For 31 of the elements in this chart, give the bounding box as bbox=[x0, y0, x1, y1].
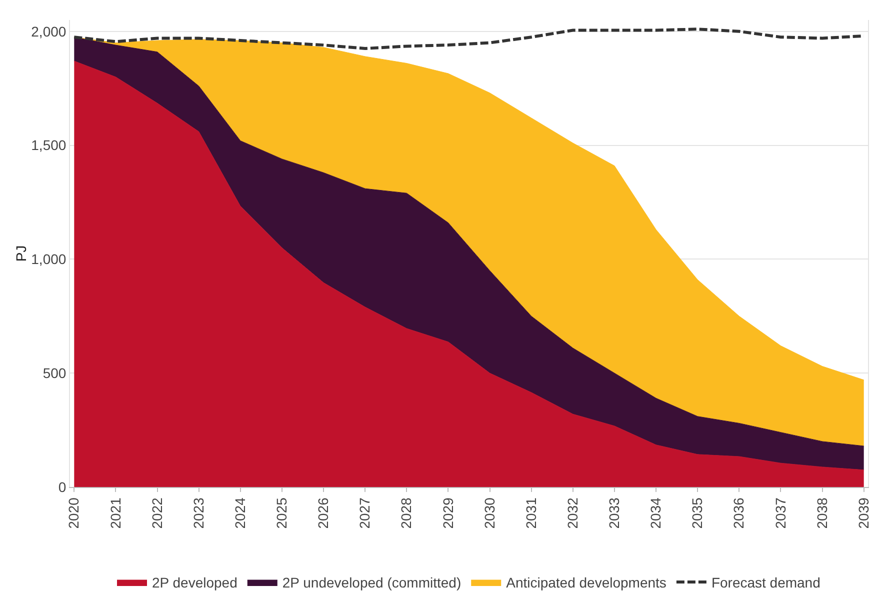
x-tick-label: 2034 bbox=[648, 497, 664, 529]
y-axis-title: PJ bbox=[13, 245, 30, 262]
x-tick-label: 2038 bbox=[814, 497, 830, 529]
y-tick-label: 2,000 bbox=[31, 23, 66, 40]
x-tick-label: 2029 bbox=[440, 497, 456, 529]
x-tick-label: 2024 bbox=[232, 497, 248, 529]
x-tick-label: 2020 bbox=[66, 497, 82, 529]
y-tick-label: 1,000 bbox=[31, 251, 66, 268]
x-tick-label: 2031 bbox=[522, 497, 539, 529]
x-tick-label: 2036 bbox=[730, 497, 747, 529]
legend-label: Anticipated developments bbox=[506, 574, 666, 590]
x-tick-label: 2021 bbox=[107, 497, 124, 529]
y-tick-label: 1,500 bbox=[31, 137, 66, 154]
legend-label: 2P undeveloped (committed) bbox=[282, 574, 462, 590]
x-tick-label: 2028 bbox=[398, 497, 414, 529]
x-tick-label: 2027 bbox=[356, 497, 373, 529]
x-tick-label: 2032 bbox=[564, 497, 580, 529]
x-tick-label: 2023 bbox=[190, 497, 206, 529]
line-series bbox=[72, 28, 866, 50]
x-tick-label: 2037 bbox=[772, 497, 788, 529]
x-tick-label: 2026 bbox=[315, 497, 332, 529]
x-tick-label: 2030 bbox=[481, 497, 498, 529]
x-tick-label: 2025 bbox=[274, 497, 290, 529]
legend-label: Forecast demand bbox=[711, 574, 820, 590]
legend-label: 2P developed bbox=[152, 574, 238, 590]
y-tick-label: 0 bbox=[58, 478, 66, 495]
x-tick-label: 2033 bbox=[606, 497, 622, 529]
x-tick-label: 2022 bbox=[148, 497, 165, 529]
y-tick-label: 500 bbox=[42, 365, 66, 381]
x-tick-label: 2039 bbox=[855, 497, 872, 529]
x-tick-label: 2035 bbox=[689, 497, 706, 529]
